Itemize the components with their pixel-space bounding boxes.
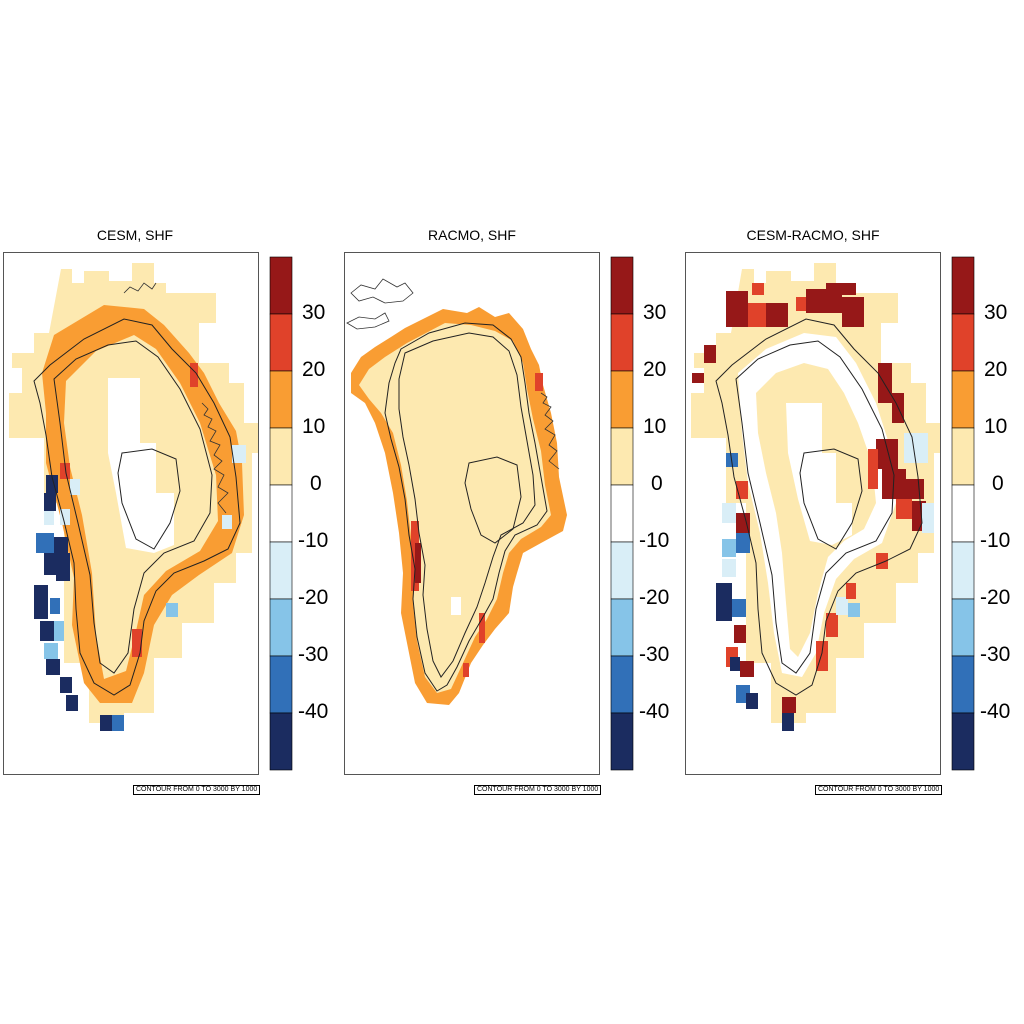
colorbar-swatch: [610, 541, 634, 600]
map-cesm-canvas: [9, 263, 258, 731]
colorbar-tick-label: 20: [984, 358, 1008, 381]
panel-title-racmo: RACMO, SHF: [428, 227, 516, 243]
colorbar-swatch: [269, 541, 293, 600]
colorbar-tick-label: 30: [984, 301, 1008, 324]
colorbar-swatch: [951, 598, 975, 657]
colorbar-swatch: [269, 712, 293, 771]
colorbar-swatch: [269, 484, 293, 543]
colorbar-swatch: [610, 598, 634, 657]
colorbar-tick-label: -30: [639, 643, 670, 666]
colorbar-tick-label: -10: [980, 529, 1011, 552]
colorbar-tick-label: -10: [298, 529, 329, 552]
colorbar-swatch: [269, 427, 293, 486]
map-diff-canvas: [691, 263, 940, 731]
colorbar-swatch: [610, 256, 634, 315]
colorbar-tick-label: 10: [643, 415, 667, 438]
colorbar-swatch: [951, 313, 975, 372]
colorbar-tick-label: -20: [639, 586, 670, 609]
colorbar-swatch: [951, 655, 975, 714]
colorbar-tick-label: -30: [980, 643, 1011, 666]
colorbar-tick-label: 0: [992, 472, 1004, 495]
colorbar-swatch: [269, 598, 293, 657]
colorbar-swatch: [269, 256, 293, 315]
map-cesm: [3, 252, 259, 775]
colorbar-swatch: [610, 712, 634, 771]
colorbar-tick-label: -40: [298, 700, 329, 723]
map-racmo: [344, 252, 600, 775]
colorbar-tick-label: 10: [302, 415, 326, 438]
panel-title-cesm: CESM, SHF: [96, 227, 174, 243]
colorbar-swatch: [269, 655, 293, 714]
colorbar-tick-label: -40: [980, 700, 1011, 723]
colorbar-swatch: [269, 313, 293, 372]
colorbar-swatch: [951, 427, 975, 486]
map-diff: [685, 252, 941, 775]
colorbar-swatch: [610, 370, 634, 429]
colorbar-swatch: [951, 484, 975, 543]
colorbar-swatch: [951, 541, 975, 600]
colorbar-swatch: [610, 484, 634, 543]
panel-title-diff: CESM-RACMO, SHF: [746, 227, 880, 243]
map-racmo-canvas: [346, 278, 567, 705]
colorbar-tick-label: -10: [639, 529, 670, 552]
colorbar-tick-label: 10: [984, 415, 1008, 438]
contour-note-cesm: CONTOUR FROM 0 TO 3000 BY 1000: [133, 785, 261, 795]
colorbar-tick-label: -40: [639, 700, 670, 723]
colorbar-tick-label: 0: [651, 472, 663, 495]
colorbar-swatch: [951, 256, 975, 315]
colorbar-tick-label: 30: [643, 301, 667, 324]
colorbar-tick-label: -30: [298, 643, 329, 666]
colorbar-swatch: [951, 370, 975, 429]
colorbar-tick-label: 30: [302, 301, 326, 324]
colorbar-tick-label: -20: [980, 586, 1011, 609]
contour-note-diff: CONTOUR FROM 0 TO 3000 BY 1000: [815, 785, 943, 795]
colorbar-swatch: [610, 313, 634, 372]
colorbar-swatch: [951, 712, 975, 771]
colorbar-swatch: [610, 427, 634, 486]
colorbar-swatch: [610, 655, 634, 714]
colorbar-tick-label: -20: [298, 586, 329, 609]
colorbar-tick-label: 20: [643, 358, 667, 381]
contour-note-racmo: CONTOUR FROM 0 TO 3000 BY 1000: [474, 785, 602, 795]
colorbar-tick-label: 0: [310, 472, 322, 495]
colorbar-swatch: [269, 370, 293, 429]
colorbar-tick-label: 20: [302, 358, 326, 381]
